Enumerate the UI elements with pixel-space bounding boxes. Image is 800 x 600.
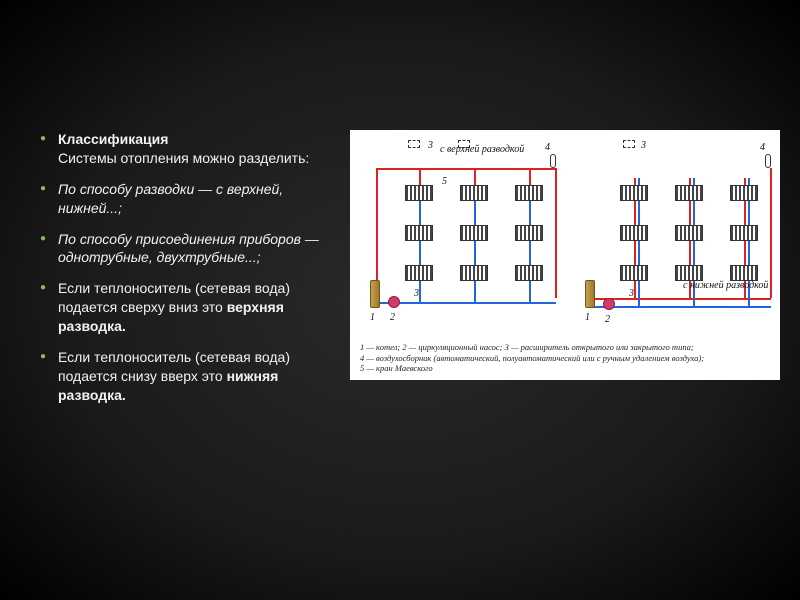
expansion-tank-icon [623, 140, 635, 148]
expansion-tank-icon [458, 140, 470, 148]
legend-number: 2 [605, 314, 610, 325]
bullet-text: По способу разводки — с верхней, нижней.… [58, 181, 283, 216]
legend-number: 4 [760, 142, 765, 153]
diagram-container: с верхней разводкой 3 4 [350, 130, 780, 380]
bullet-item: Если теплоноситель (сетевая вода) подает… [40, 279, 330, 336]
legend-line: 4 — воздухосборник (автоматический, полу… [360, 353, 770, 364]
bullet-text: По способу присоединения приборов — одно… [58, 231, 319, 266]
diagram-left: с верхней разводкой 3 4 [350, 130, 565, 340]
legend-number: 3 [414, 288, 419, 299]
pump-icon [388, 296, 400, 308]
bullet-text: Классификация [58, 131, 168, 147]
expansion-tank-icon [408, 140, 420, 148]
legend-number: 5 [442, 176, 447, 187]
legend-number: 2 [390, 312, 395, 323]
heating-diagram: с верхней разводкой 3 4 [350, 130, 780, 380]
airvent-icon [765, 154, 771, 168]
bullet-list: Классификация Системы отопления можно раз… [40, 130, 330, 417]
bullet-item: По способу присоединения приборов — одно… [40, 230, 330, 268]
legend-number: 3 [629, 288, 634, 299]
boiler-icon [370, 280, 380, 308]
bullet-item: Если теплоноситель (сетевая вода) подает… [40, 348, 330, 405]
bullet-item: Классификация Системы отопления можно раз… [40, 130, 330, 168]
pump-icon [603, 298, 615, 310]
legend-number: 3 [428, 140, 433, 151]
label-bottom: с нижней разводкой [683, 280, 768, 291]
legend-number: 4 [545, 142, 550, 153]
legend-number: 1 [370, 312, 375, 323]
legend-number: 3 [641, 140, 646, 151]
airvent-icon [550, 154, 556, 168]
boiler-icon [585, 280, 595, 308]
diagram-legend: 1 — котел; 2 — циркуляционный насос; 3 —… [360, 342, 770, 374]
label-top: с верхней разводкой [440, 144, 524, 155]
diagram-right: 3 4 [565, 130, 780, 340]
bullet-item: По способу разводки — с верхней, нижней.… [40, 180, 330, 218]
bullet-text: Системы отопления можно разделить: [58, 150, 309, 166]
legend-line: 5 — кран Маевского [360, 363, 770, 374]
legend-line: 1 — котел; 2 — циркуляционный насос; 3 —… [360, 342, 770, 353]
legend-number: 1 [585, 312, 590, 323]
